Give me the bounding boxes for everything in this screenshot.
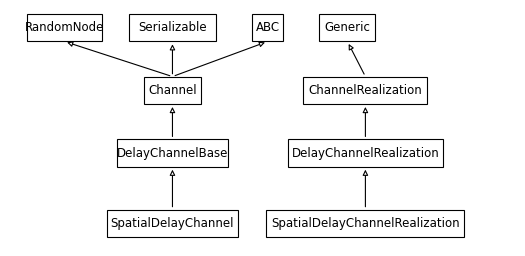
Text: Channel: Channel xyxy=(148,84,197,97)
Text: ChannelRealization: ChannelRealization xyxy=(309,84,422,97)
Text: DelayChannelRealization: DelayChannelRealization xyxy=(291,147,439,159)
Text: SpatialDelayChannelRealization: SpatialDelayChannelRealization xyxy=(271,217,460,230)
FancyBboxPatch shape xyxy=(129,14,216,41)
FancyBboxPatch shape xyxy=(288,139,443,167)
FancyBboxPatch shape xyxy=(319,14,375,41)
Text: ABC: ABC xyxy=(256,21,280,34)
Text: Serializable: Serializable xyxy=(138,21,207,34)
FancyBboxPatch shape xyxy=(108,209,237,237)
FancyBboxPatch shape xyxy=(303,77,427,104)
FancyBboxPatch shape xyxy=(252,14,284,41)
Text: SpatialDelayChannel: SpatialDelayChannel xyxy=(111,217,234,230)
FancyBboxPatch shape xyxy=(27,14,102,41)
Text: DelayChannelBase: DelayChannelBase xyxy=(117,147,228,159)
Text: RandomNode: RandomNode xyxy=(25,21,104,34)
FancyBboxPatch shape xyxy=(144,77,201,104)
FancyBboxPatch shape xyxy=(117,139,228,167)
FancyBboxPatch shape xyxy=(266,209,465,237)
Text: Generic: Generic xyxy=(324,21,370,34)
